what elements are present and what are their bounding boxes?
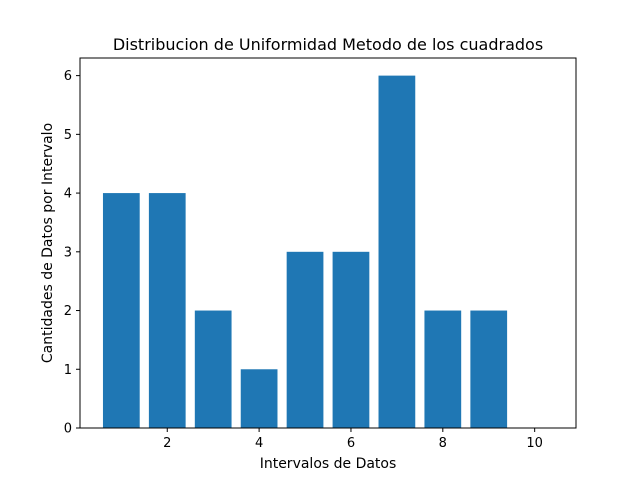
x-axis-label: Intervalos de Datos <box>260 456 397 472</box>
y-tick-label: 6 <box>64 69 72 84</box>
x-tick-label: 2 <box>163 436 171 451</box>
bar-4 <box>240 369 278 428</box>
bar-1 <box>102 193 140 428</box>
bar-5 <box>286 251 324 428</box>
x-tick-label: 8 <box>439 436 447 451</box>
y-tick-label: 0 <box>64 422 72 437</box>
y-tick-label: 5 <box>64 128 72 143</box>
y-tick-label: 2 <box>64 304 72 319</box>
y-axis-ticks: 0 1 2 3 4 5 6 <box>64 69 80 437</box>
bar-8 <box>424 310 462 428</box>
chart-title: Distribucion de Uniformidad Metodo de lo… <box>113 35 543 54</box>
x-tick-label: 10 <box>526 436 543 451</box>
plot-frame <box>79 57 577 429</box>
bar-6 <box>332 251 370 428</box>
y-axis-label: Cantidades de Datos por Intervalo <box>40 123 56 363</box>
x-tick-label: 6 <box>347 436 355 451</box>
x-axis-ticks: 2 4 6 8 10 <box>163 428 543 451</box>
bars-group <box>102 75 508 428</box>
y-tick-label: 4 <box>64 187 72 202</box>
bar-3 <box>194 310 232 428</box>
x-tick-label: 4 <box>255 436 263 451</box>
bar-9 <box>470 310 508 428</box>
y-tick-label: 1 <box>64 363 72 378</box>
bar-7 <box>378 75 416 428</box>
bar-2 <box>148 193 186 428</box>
y-tick-label: 3 <box>64 245 72 260</box>
